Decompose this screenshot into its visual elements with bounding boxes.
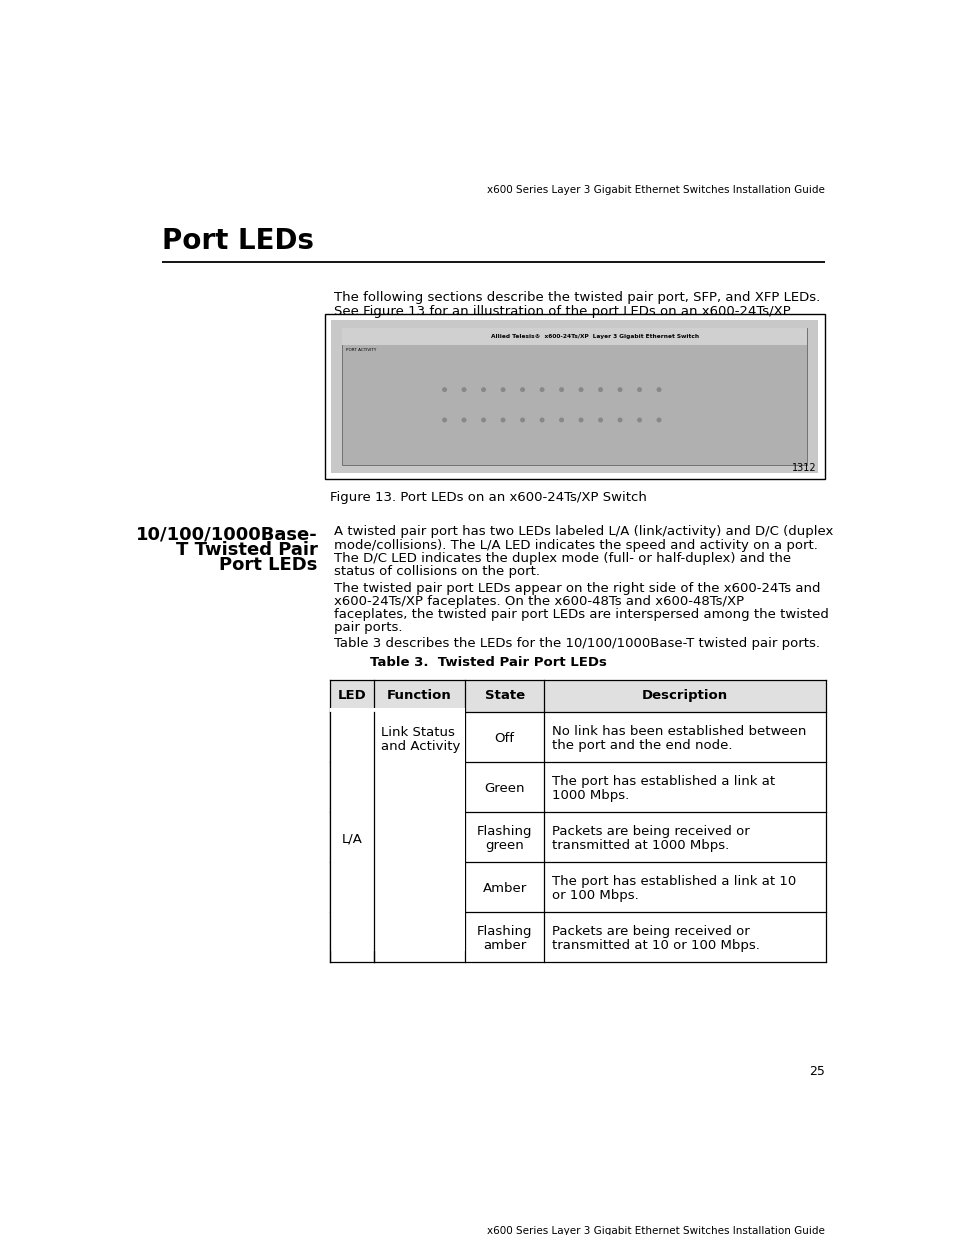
Bar — [330, 758, 465, 851]
Text: the port and the end node.: the port and the end node. — [551, 739, 731, 752]
Text: Green: Green — [484, 782, 524, 795]
Text: transmitted at 10 or 100 Mbps.: transmitted at 10 or 100 Mbps. — [551, 939, 759, 952]
Text: faceplates, the twisted pair port LEDs are interspersed among the twisted: faceplates, the twisted pair port LEDs a… — [334, 608, 827, 621]
Circle shape — [558, 387, 563, 393]
Text: Port LEDs: Port LEDs — [219, 556, 317, 574]
Circle shape — [578, 417, 583, 422]
Text: mode/collisions). The L/A LED indicates the speed and activity on a port.: mode/collisions). The L/A LED indicates … — [334, 538, 817, 552]
Text: State: State — [484, 689, 524, 703]
Text: Figure 13. Port LEDs on an x600-24Ts/XP Switch: Figure 13. Port LEDs on an x600-24Ts/XP … — [330, 490, 647, 504]
Circle shape — [519, 417, 524, 422]
Circle shape — [500, 387, 505, 393]
Text: or 100 Mbps.: or 100 Mbps. — [551, 889, 638, 902]
Circle shape — [441, 387, 447, 393]
Circle shape — [637, 387, 641, 393]
Text: 1000 Mbps.: 1000 Mbps. — [551, 789, 628, 802]
Text: amber: amber — [482, 939, 526, 952]
Text: The port has established a link at 10: The port has established a link at 10 — [551, 876, 795, 888]
Text: x600 Series Layer 3 Gigabit Ethernet Switches Installation Guide: x600 Series Layer 3 Gigabit Ethernet Swi… — [486, 185, 823, 195]
Text: The port has established a link at: The port has established a link at — [551, 776, 774, 788]
Circle shape — [519, 387, 524, 393]
Circle shape — [441, 417, 447, 422]
Text: A twisted pair port has two LEDs labeled L/A (link/activity) and D/C (duplex: A twisted pair port has two LEDs labeled… — [334, 526, 832, 538]
Bar — [330, 808, 465, 900]
Text: Packets are being received or: Packets are being received or — [551, 825, 748, 839]
Text: Port LEDs: Port LEDs — [162, 227, 314, 256]
Text: The D/C LED indicates the duplex mode (full- or half-duplex) and the: The D/C LED indicates the duplex mode (f… — [334, 552, 790, 564]
Bar — [330, 679, 825, 962]
Text: green: green — [485, 839, 523, 852]
Circle shape — [637, 417, 641, 422]
Text: 10/100/1000Base-: 10/100/1000Base- — [135, 526, 317, 543]
Text: The twisted pair port LEDs appear on the right side of the x600-24Ts and: The twisted pair port LEDs appear on the… — [334, 582, 820, 595]
Text: Flashing: Flashing — [476, 925, 532, 939]
Text: pair ports.: pair ports. — [334, 621, 402, 634]
Circle shape — [578, 387, 583, 393]
Bar — [324, 314, 823, 479]
Bar — [330, 679, 825, 711]
Text: Function: Function — [387, 689, 452, 703]
Circle shape — [558, 417, 563, 422]
Text: transmitted at 1000 Mbps.: transmitted at 1000 Mbps. — [551, 839, 728, 852]
Circle shape — [461, 387, 466, 393]
Circle shape — [480, 417, 486, 422]
Text: Link Status: Link Status — [381, 726, 455, 740]
Circle shape — [480, 387, 486, 393]
Circle shape — [461, 417, 466, 422]
Text: 1312: 1312 — [791, 463, 816, 473]
Circle shape — [617, 387, 622, 393]
Bar — [342, 327, 806, 345]
Text: Allied Telesis®  x600-24Ts/XP  Layer 3 Gigabit Ethernet Switch: Allied Telesis® x600-24Ts/XP Layer 3 Gig… — [491, 333, 699, 338]
Text: Packets are being received or: Packets are being received or — [551, 925, 748, 939]
Text: and Activity: and Activity — [381, 740, 460, 753]
Text: Amber: Amber — [482, 882, 526, 895]
Circle shape — [539, 417, 544, 422]
Text: status of collisions on the port.: status of collisions on the port. — [334, 564, 539, 578]
Bar — [330, 858, 465, 951]
Circle shape — [500, 417, 505, 422]
Text: 25: 25 — [808, 1066, 824, 1078]
Text: PORT ACTIVITY: PORT ACTIVITY — [346, 348, 376, 352]
Text: x600 Series Layer 3 Gigabit Ethernet Switches Installation Guide: x600 Series Layer 3 Gigabit Ethernet Swi… — [486, 1226, 823, 1235]
Circle shape — [598, 387, 602, 393]
Text: See Figure 13 for an illustration of the port LEDs on an x600-24Ts/XP.: See Figure 13 for an illustration of the… — [334, 305, 792, 317]
Circle shape — [598, 417, 602, 422]
Text: L/A: L/A — [341, 832, 362, 845]
Text: Flashing: Flashing — [476, 825, 532, 839]
Bar — [331, 320, 818, 473]
Text: Off: Off — [494, 732, 514, 745]
Text: Table 3.  Twisted Pair Port LEDs: Table 3. Twisted Pair Port LEDs — [370, 656, 607, 669]
Text: x600-24Ts/XP faceplates. On the x600-48Ts and x600-48Ts/XP: x600-24Ts/XP faceplates. On the x600-48T… — [334, 595, 743, 608]
Circle shape — [656, 387, 660, 393]
Text: The following sections describe the twisted pair port, SFP, and XFP LEDs.: The following sections describe the twis… — [334, 290, 819, 304]
Circle shape — [539, 387, 544, 393]
Circle shape — [617, 417, 622, 422]
Text: LED: LED — [337, 689, 366, 703]
Text: No link has been established between: No link has been established between — [551, 725, 805, 739]
Circle shape — [656, 417, 660, 422]
Text: T Twisted Pair: T Twisted Pair — [175, 541, 317, 559]
Bar — [342, 327, 806, 466]
Text: Description: Description — [641, 689, 727, 703]
Bar — [330, 708, 465, 800]
Text: Table 3 describes the LEDs for the 10/100/1000Base-T twisted pair ports.: Table 3 describes the LEDs for the 10/10… — [334, 637, 819, 650]
